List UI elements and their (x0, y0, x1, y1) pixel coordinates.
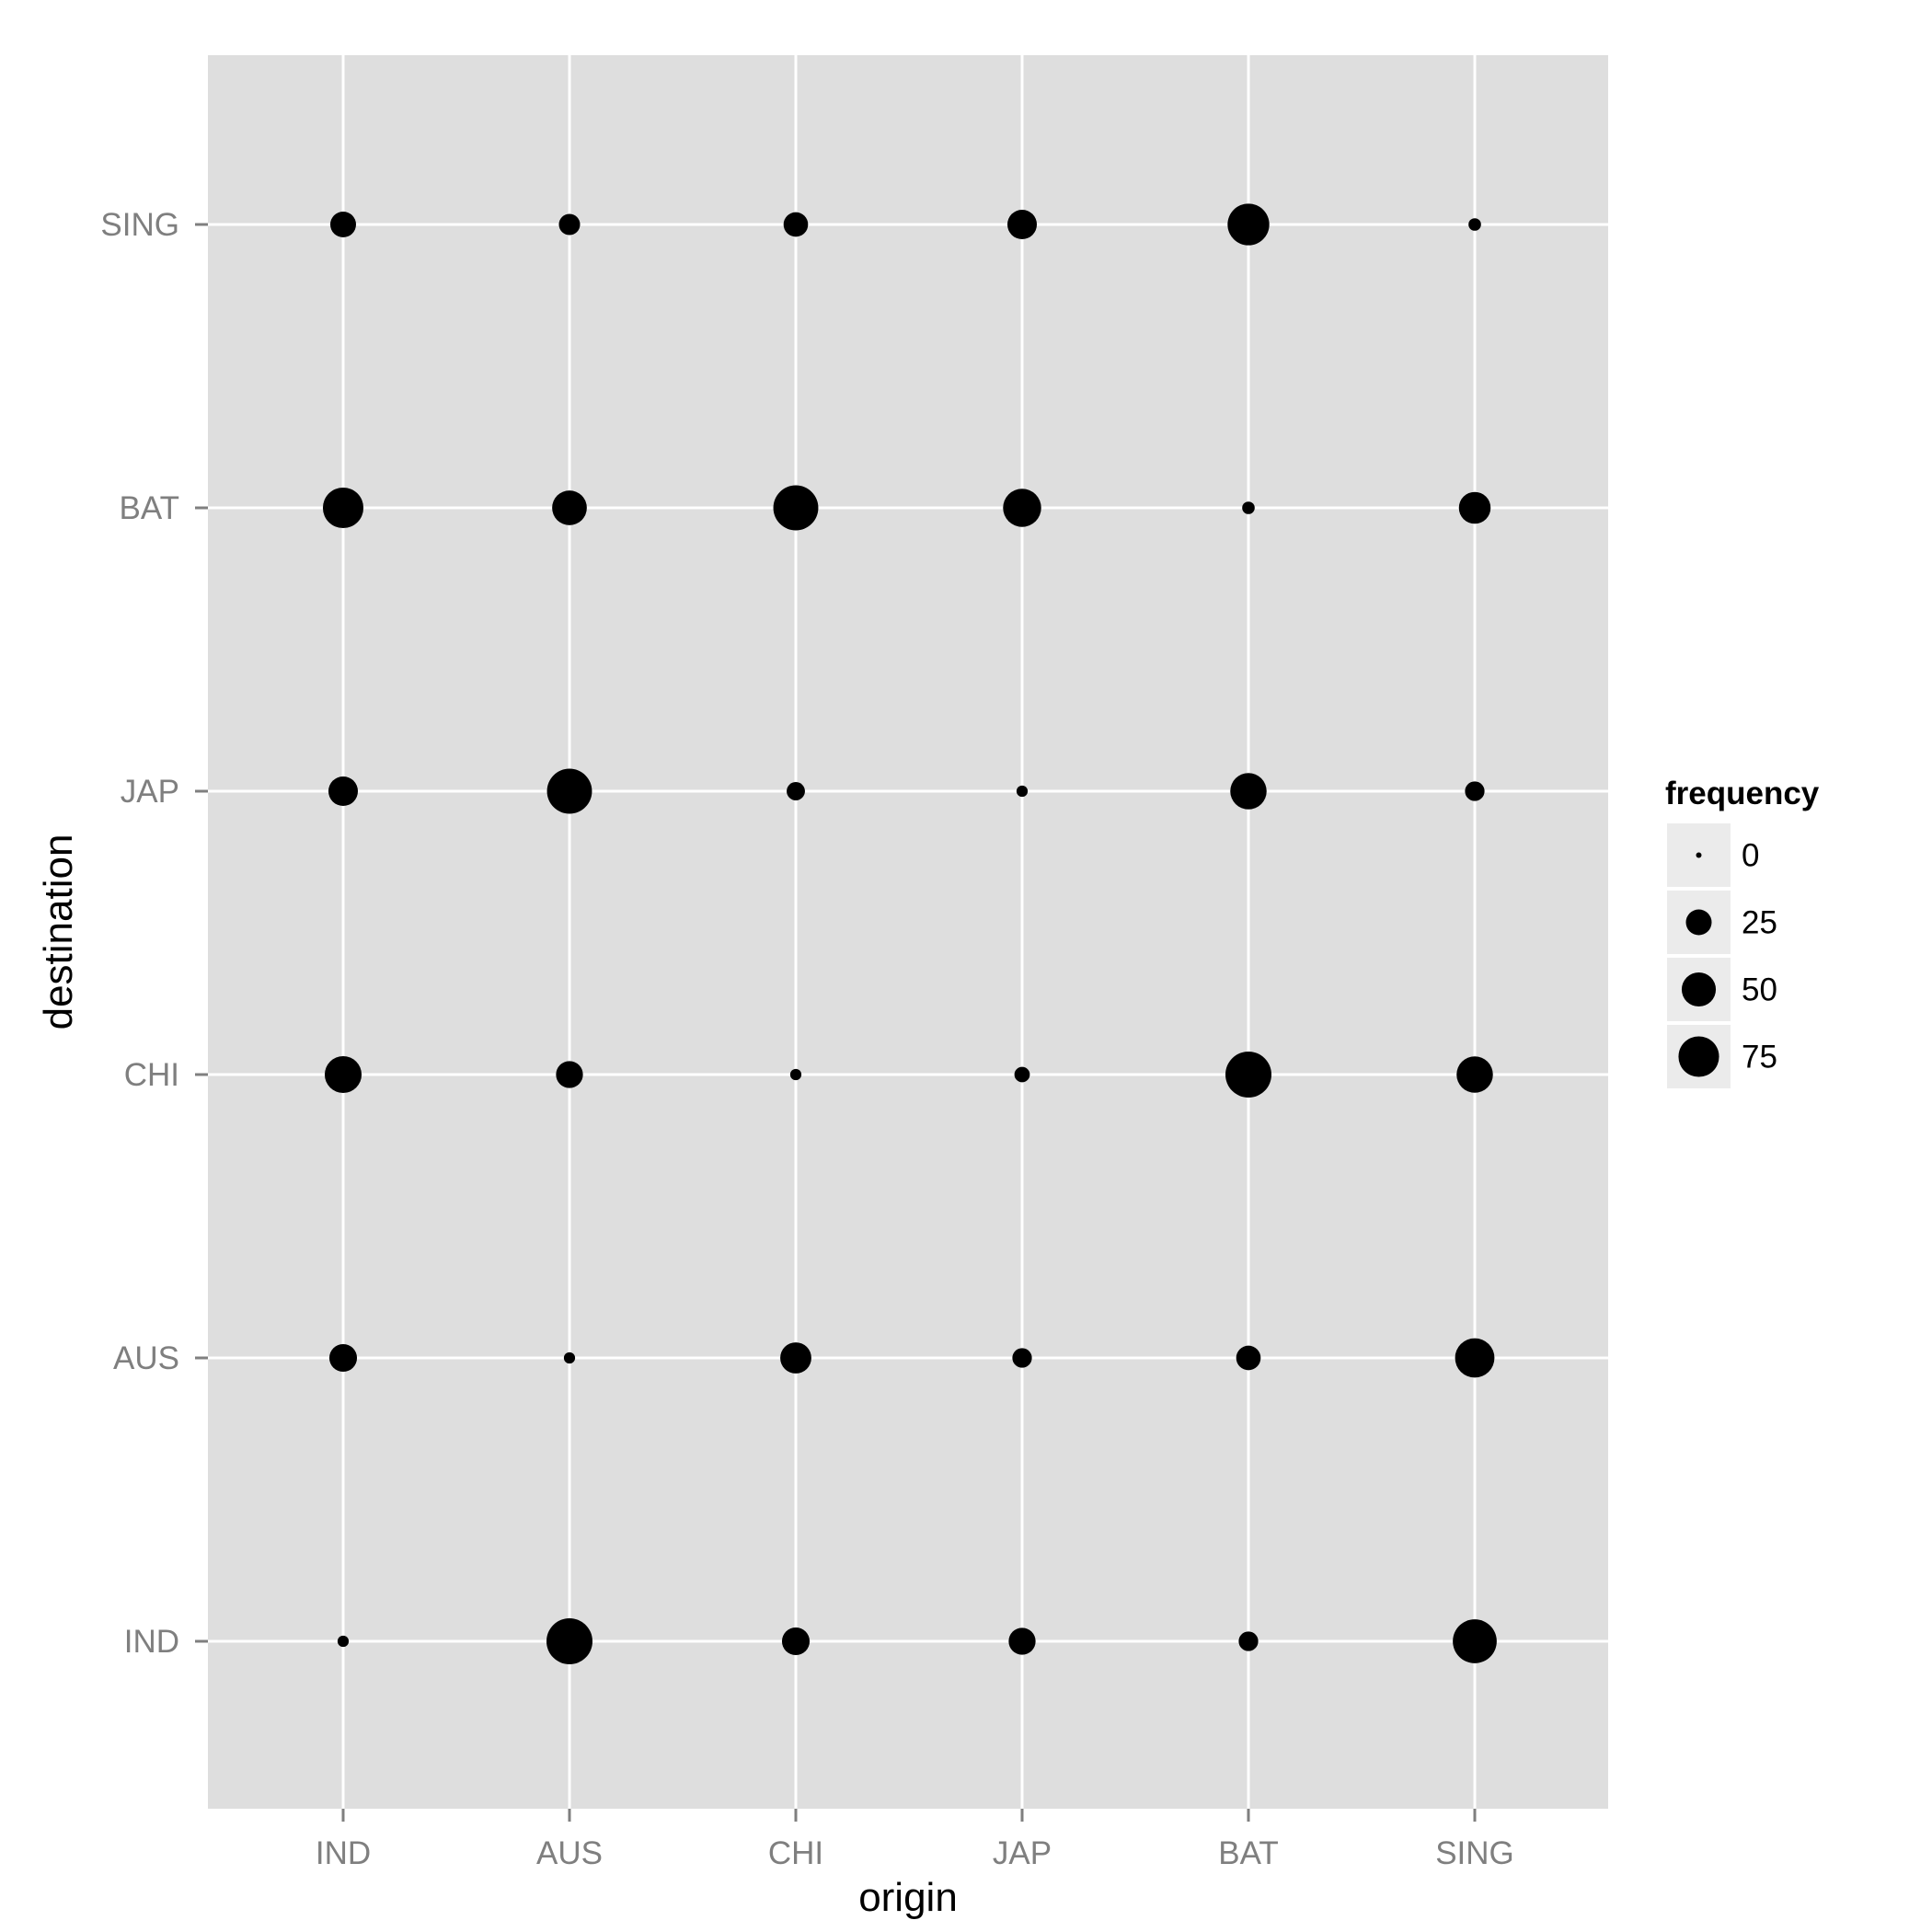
legend-title: frequency (1665, 776, 1820, 811)
data-point (1006, 209, 1038, 240)
data-point (1465, 781, 1485, 801)
legend-point (1696, 852, 1702, 858)
x-tick-label: IND (316, 1835, 371, 1871)
data-point (787, 782, 805, 800)
data-point (1003, 489, 1041, 527)
data-point (322, 487, 364, 529)
x-tick-label: SING (1435, 1835, 1514, 1871)
data-point (1236, 1345, 1261, 1371)
y-tick-label: IND (124, 1624, 179, 1660)
data-point (780, 1342, 811, 1374)
data-point (1227, 203, 1270, 246)
data-point (789, 1068, 802, 1081)
data-point (1455, 1338, 1495, 1378)
data-point (1014, 1066, 1030, 1083)
data-point (1458, 491, 1491, 524)
x-tick-label: AUS (536, 1835, 603, 1871)
data-point (1016, 785, 1029, 798)
y-axis-title: destination (36, 834, 81, 1030)
y-tick-label: CHI (124, 1057, 179, 1093)
y-tick-label: BAT (120, 490, 179, 526)
legend-label: 50 (1742, 972, 1777, 1008)
data-point (563, 1351, 576, 1364)
data-point (1230, 773, 1267, 810)
x-axis-title: origin (858, 1875, 958, 1920)
data-point (1242, 501, 1255, 514)
data-points (322, 203, 1497, 1664)
legend: 0 25 50 75 (1667, 823, 1777, 1088)
data-point (1012, 1348, 1032, 1368)
y-tick-label: SING (100, 207, 179, 243)
data-point (546, 768, 592, 814)
data-point (324, 1055, 362, 1094)
data-point (1453, 1619, 1497, 1663)
x-tick-label: CHI (768, 1835, 823, 1871)
legend-point (1678, 1036, 1719, 1077)
y-tick-label: JAP (121, 774, 179, 810)
plot-panel (208, 55, 1608, 1809)
x-tick-label: JAP (993, 1835, 1052, 1871)
grid-lines (208, 55, 1608, 1809)
legend-label: 25 (1742, 905, 1777, 941)
data-point (1225, 1052, 1271, 1098)
data-point (552, 490, 587, 525)
data-point (1238, 1631, 1259, 1651)
data-point (330, 212, 356, 237)
data-point (546, 1618, 592, 1664)
legend-label: 75 (1742, 1040, 1777, 1075)
y-tick-label: AUS (113, 1340, 179, 1376)
data-point (337, 1635, 350, 1648)
data-point (556, 1061, 583, 1088)
legend-label: 0 (1742, 838, 1759, 874)
data-point (781, 1627, 811, 1656)
x-tick-label: BAT (1218, 1835, 1278, 1871)
data-point (1456, 1056, 1493, 1093)
data-point (773, 485, 819, 531)
data-point (783, 212, 809, 237)
data-point (1008, 1627, 1036, 1655)
data-point (558, 213, 581, 236)
data-point (328, 776, 359, 807)
axis-ticks: IND AUS CHI JAP BAT SING IND AUS CHI JAP BAT SING (100, 207, 1513, 1871)
legend-point (1685, 909, 1712, 936)
legend-point (1681, 972, 1717, 1007)
data-point (1468, 218, 1481, 231)
data-point (328, 1343, 358, 1373)
